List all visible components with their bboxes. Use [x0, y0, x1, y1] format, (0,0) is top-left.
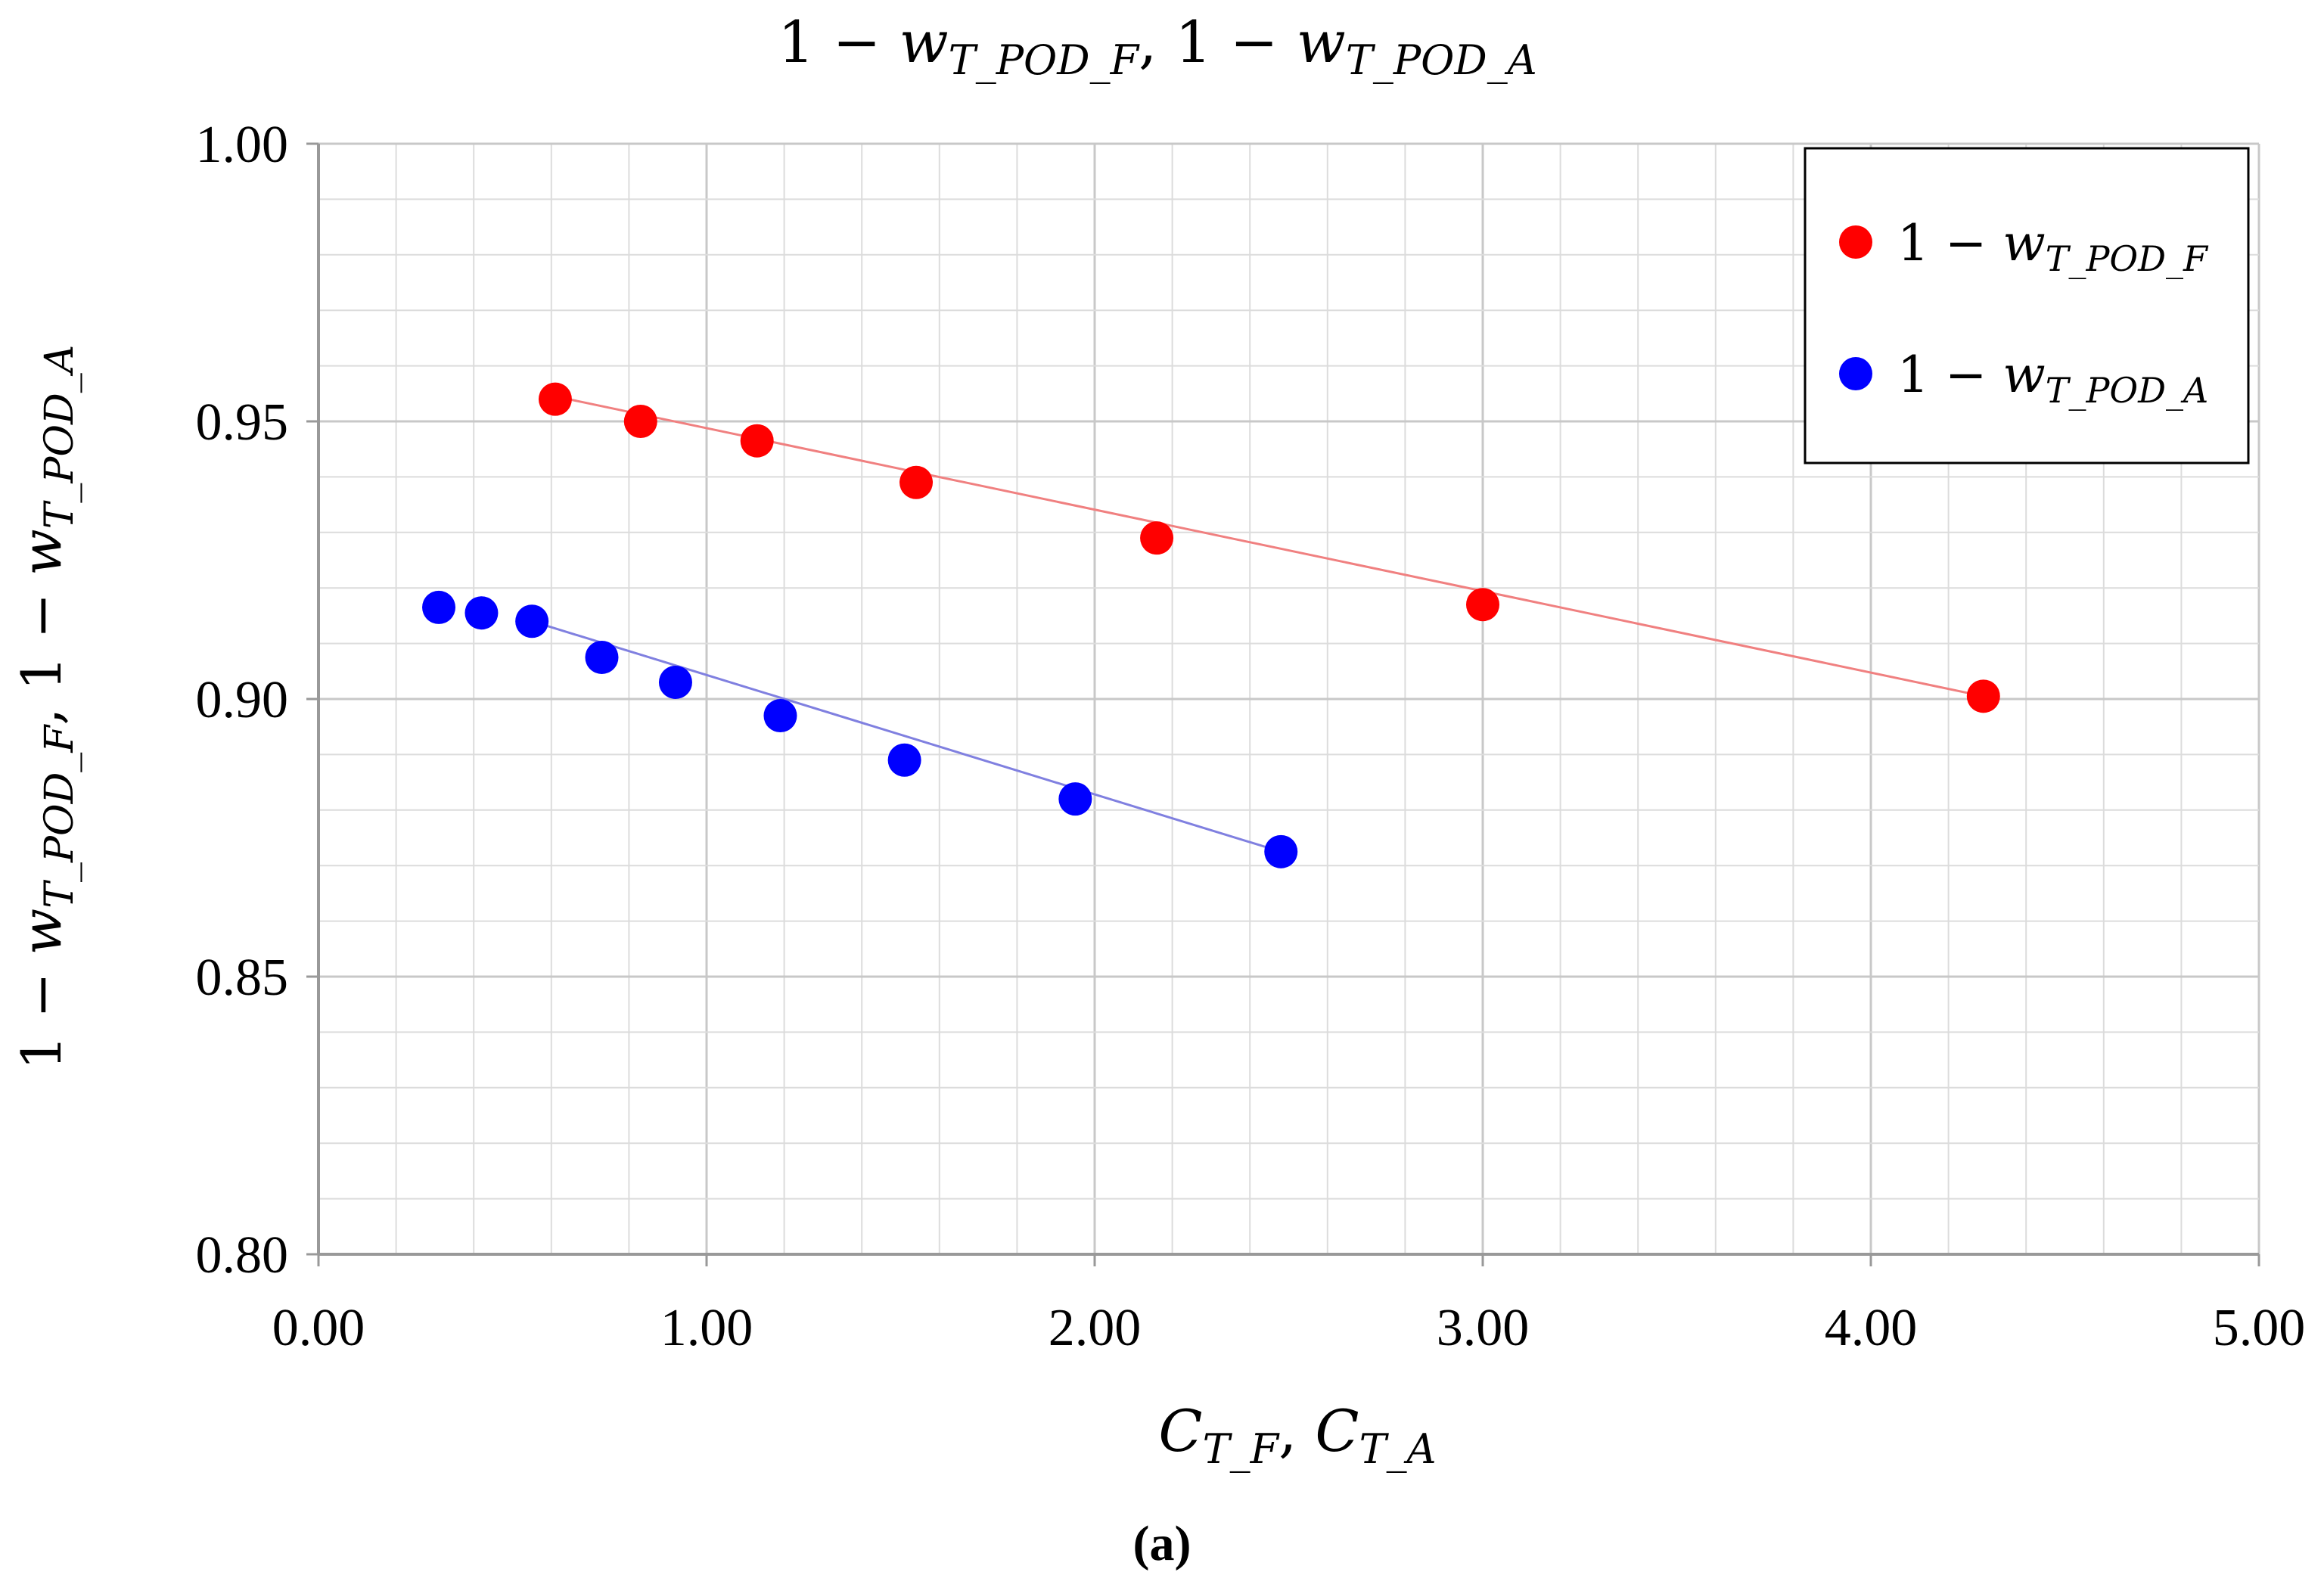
data-point-f [899, 465, 934, 499]
y-tick-label: 0.90 [196, 671, 289, 729]
data-point-f [623, 405, 657, 438]
data-point-f [1966, 679, 2000, 713]
x-tick-label: 5.00 [2213, 1299, 2306, 1357]
data-point-f [1466, 588, 1499, 622]
y-tick-label: 0.95 [196, 393, 289, 452]
legend-marker-a [1839, 357, 1872, 390]
y-tick-labels: 0.80 0.85 0.90 0.95 1.00 [196, 116, 289, 1285]
chart-title: 1 − wT_POD_F, 1 − wT_POD_A [778, 8, 1536, 84]
y-tick-label: 0.85 [196, 949, 289, 1007]
x-tick-label: 3.00 [1437, 1299, 1530, 1357]
data-point-f [538, 382, 572, 416]
data-point-a [585, 640, 619, 674]
data-point-a [515, 604, 549, 638]
y-axis-label: 1 − wT_POD_F, 1 − wT_POD_A [10, 345, 82, 1070]
x-tick-label: 4.00 [1825, 1299, 1918, 1357]
axes [306, 142, 2260, 1266]
x-axis-label: CT_F, CT_A [1158, 1397, 1436, 1473]
legend: 1 − wT_POD_F 1 − wT_POD_A [1804, 147, 2250, 464]
legend-label-f: 1 − wT_POD_F [1897, 214, 2209, 279]
x-tick-label: 1.00 [660, 1299, 753, 1357]
data-point-a [658, 665, 692, 699]
x-tick-label: 2.00 [1049, 1299, 1142, 1357]
trendline-f [555, 395, 1984, 697]
x-tick-labels: 0.00 1.00 2.00 3.00 4.00 5.00 [272, 1299, 2306, 1357]
data-points [422, 382, 2000, 868]
data-point-a [887, 743, 921, 777]
legend-marker-f [1839, 225, 1872, 259]
y-tick-label: 1.00 [196, 116, 289, 174]
data-point-f [740, 424, 774, 458]
data-point-a [1058, 782, 1092, 816]
legend-box [1804, 147, 2250, 464]
x-tick-label: 0.00 [272, 1299, 365, 1357]
legend-label-a: 1 − wT_POD_A [1897, 346, 2208, 411]
y-tick-label: 0.80 [196, 1226, 289, 1285]
data-point-a [464, 596, 499, 630]
data-point-f [1140, 521, 1174, 555]
trendlines [531, 395, 1984, 853]
data-point-a [1264, 834, 1298, 868]
figure-caption: (a) [1133, 1516, 1192, 1571]
data-point-a [422, 590, 456, 624]
trendline-a [531, 620, 1282, 853]
data-point-a [763, 699, 797, 733]
